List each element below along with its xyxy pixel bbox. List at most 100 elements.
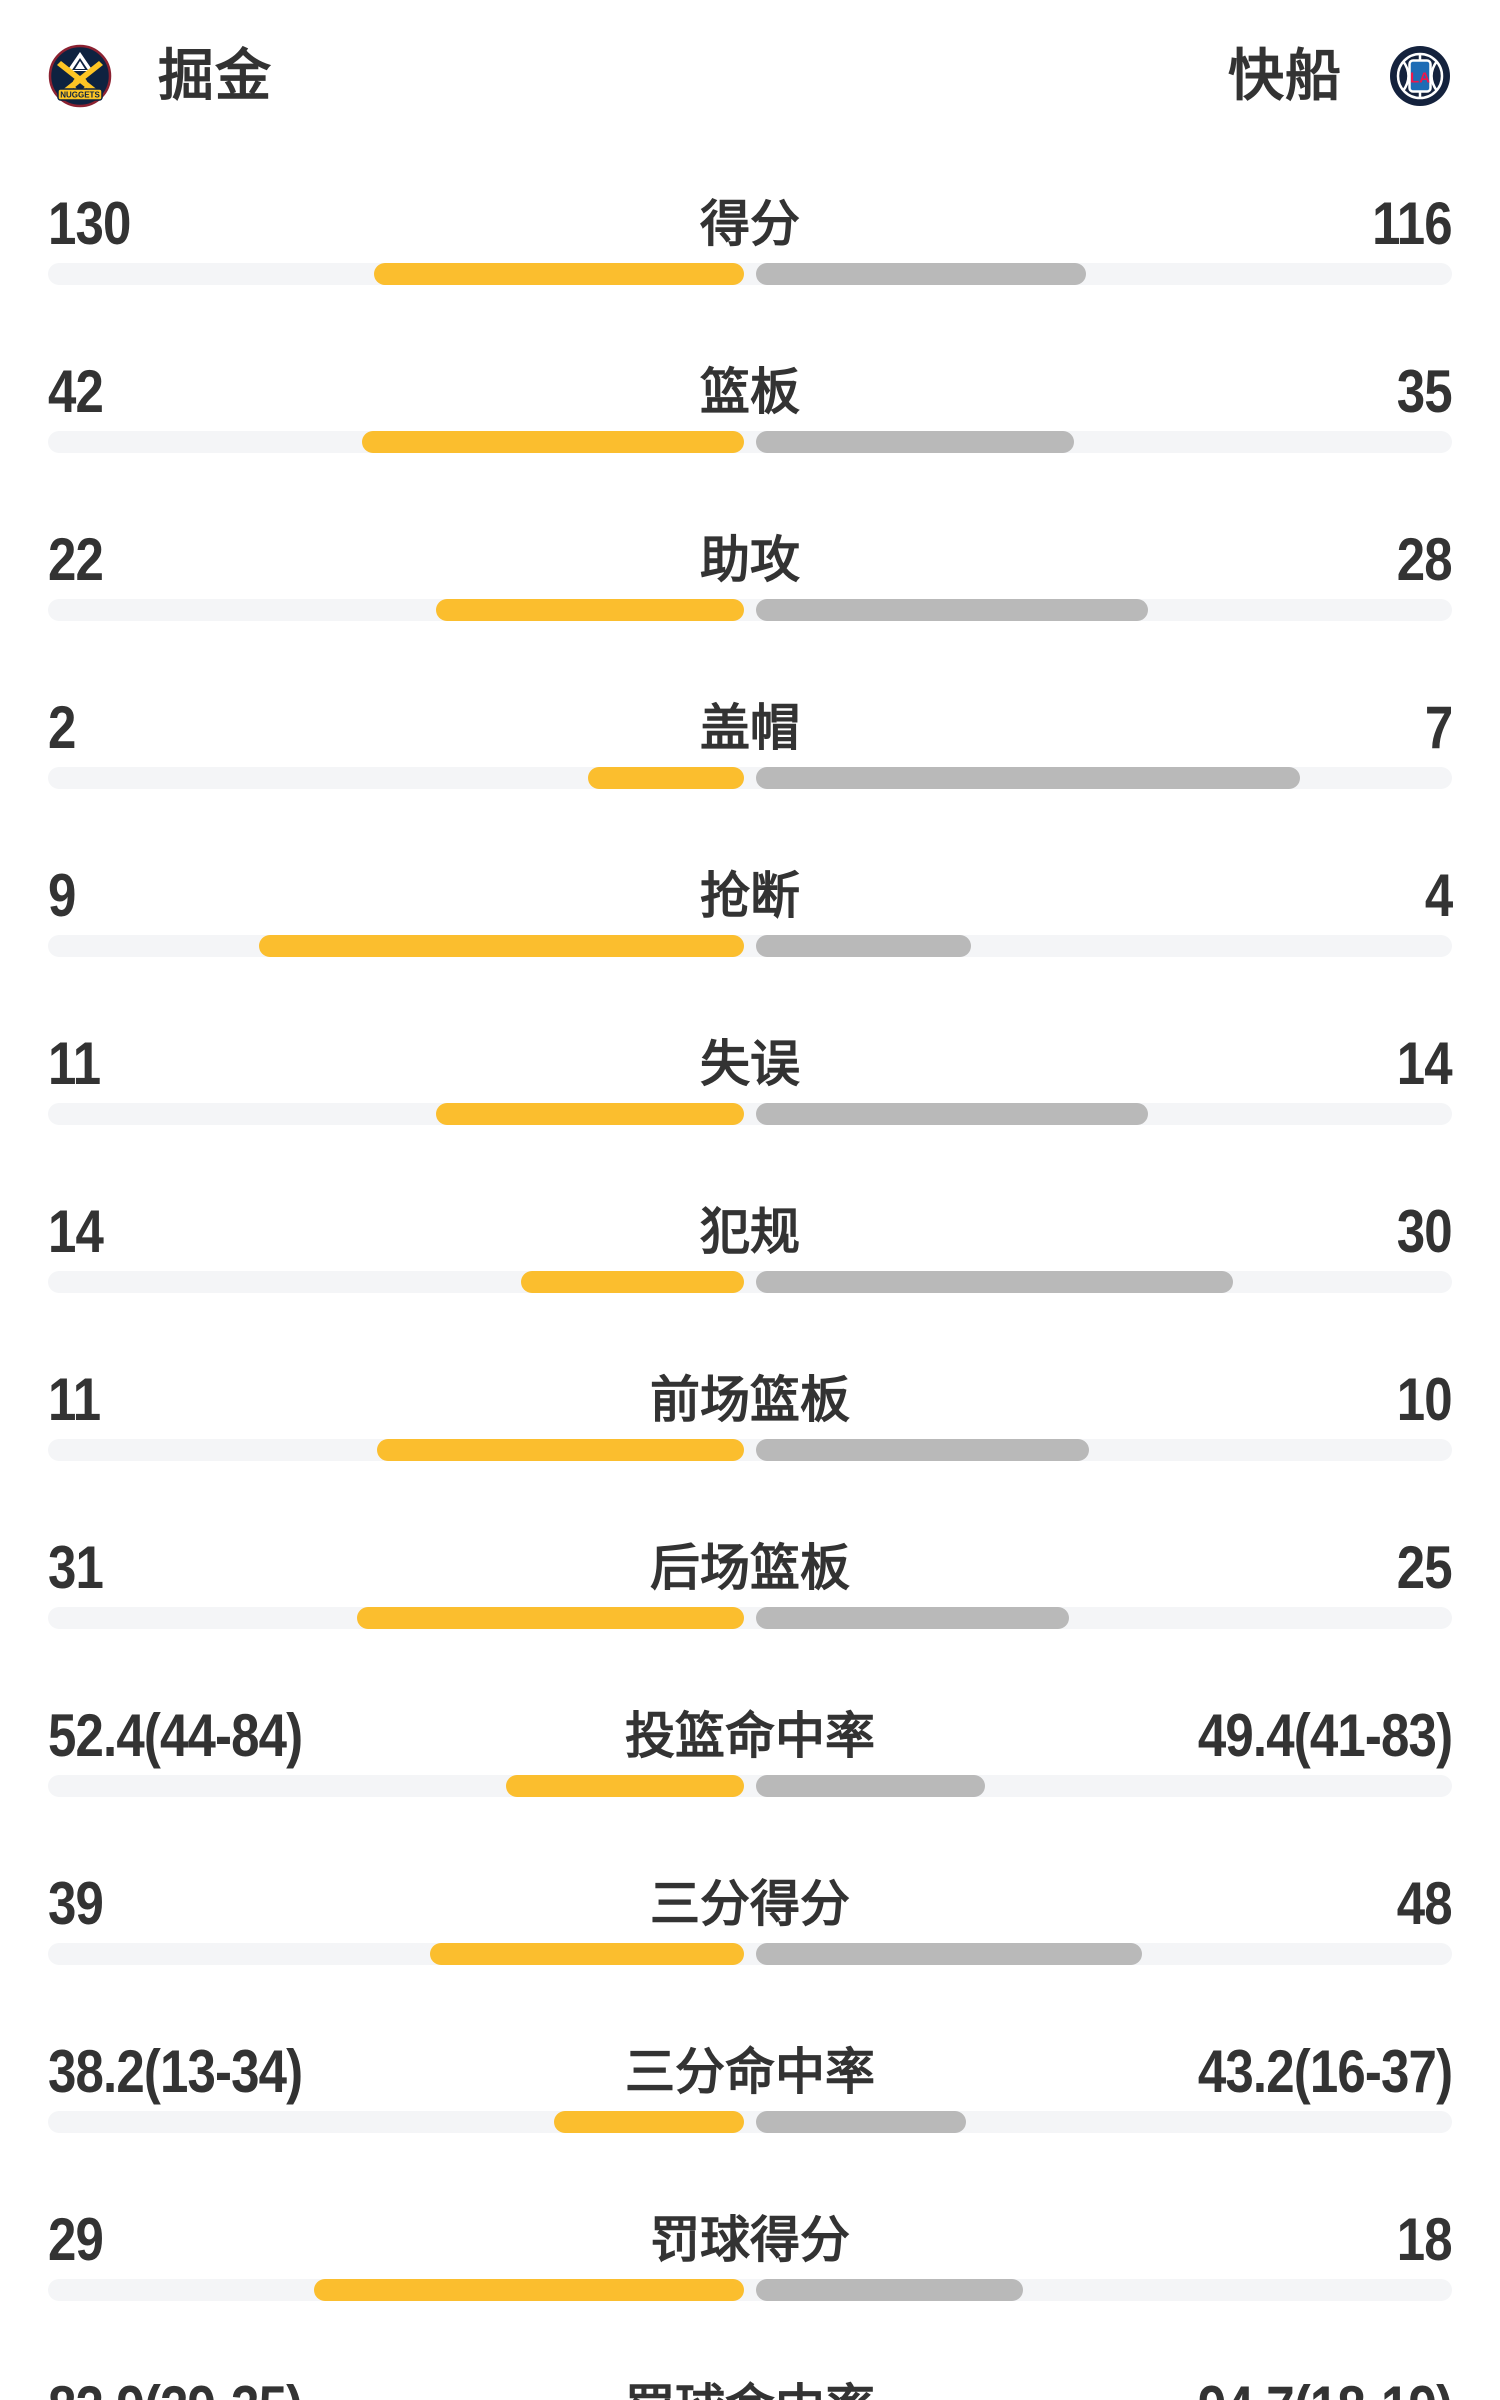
away-value: 7 bbox=[1424, 694, 1452, 761]
away-bar bbox=[756, 263, 1086, 285]
stat-bar-track bbox=[48, 1607, 1452, 1629]
stat-label: 得分 bbox=[700, 196, 800, 252]
home-bar bbox=[430, 1943, 744, 1965]
stat-label: 助攻 bbox=[700, 532, 800, 588]
home-value: 29 bbox=[48, 2206, 104, 2273]
away-bar bbox=[756, 935, 971, 957]
home-value: 14 bbox=[48, 1198, 104, 1265]
stat-line: 52.4(44-84) 投篮命中率 49.4(41-83) bbox=[48, 1702, 1453, 1770]
home-value: 2 bbox=[48, 694, 76, 761]
home-value: 82.9(29-35) bbox=[48, 2374, 303, 2400]
away-value: 35 bbox=[1396, 358, 1453, 425]
stat-label: 篮板 bbox=[700, 364, 800, 420]
away-bar bbox=[756, 599, 1148, 621]
home-bar bbox=[357, 1607, 744, 1629]
stat-line: 38.2(13-34) 三分命中率 43.2(16-37) bbox=[48, 2038, 1453, 2106]
away-value: 116 bbox=[1372, 190, 1453, 257]
team-home-name: 掘金 bbox=[158, 44, 272, 107]
stat-line: 130 得分 116 bbox=[48, 190, 1453, 258]
home-bar bbox=[521, 1271, 744, 1293]
away-value: 25 bbox=[1396, 1534, 1453, 1601]
stat-label: 盖帽 bbox=[700, 700, 800, 756]
stat-bar-track bbox=[48, 2279, 1452, 2301]
stat-row: 52.4(44-84) 投篮命中率 49.4(41-83) bbox=[48, 1702, 1453, 1862]
stat-row: 9 抢断 4 bbox=[48, 862, 1453, 1022]
stat-label: 犯规 bbox=[700, 1204, 800, 1260]
stat-row: 42 篮板 35 bbox=[48, 358, 1453, 518]
home-value: 130 bbox=[48, 190, 131, 257]
stat-label: 前场篮板 bbox=[650, 1372, 850, 1428]
stat-bar-track bbox=[48, 431, 1452, 453]
stat-bar-track bbox=[48, 2111, 1452, 2133]
home-value: 22 bbox=[48, 526, 104, 593]
stat-label: 失误 bbox=[700, 1036, 800, 1092]
team-away: 快船 LA bbox=[1228, 44, 1452, 108]
stat-label: 三分得分 bbox=[650, 1876, 850, 1932]
stat-line: 11 前场篮板 10 bbox=[48, 1366, 1453, 1434]
away-value: 4 bbox=[1424, 862, 1452, 929]
stat-bar-track bbox=[48, 599, 1452, 621]
home-value: 38.2(13-34) bbox=[48, 2038, 303, 2105]
home-value: 42 bbox=[48, 358, 104, 425]
home-value: 52.4(44-84) bbox=[48, 1702, 303, 1769]
stat-bar-track bbox=[48, 1775, 1452, 1797]
away-value: 94.7(18-19) bbox=[1198, 2374, 1453, 2400]
stat-line: 82.9(29-35) 罚球命中率 94.7(18-19) bbox=[48, 2374, 1453, 2400]
nuggets-wordmark: NUGGETS bbox=[60, 91, 100, 100]
stat-line: 31 后场篮板 25 bbox=[48, 1534, 1453, 1602]
home-value: 39 bbox=[48, 1870, 104, 1937]
stat-label: 罚球得分 bbox=[650, 2212, 850, 2268]
stat-label: 三分命中率 bbox=[625, 2044, 875, 2100]
away-bar bbox=[756, 2111, 966, 2133]
away-bar bbox=[756, 1103, 1148, 1125]
stat-bar-track bbox=[48, 1439, 1452, 1461]
home-value: 31 bbox=[48, 1534, 104, 1601]
stat-line: 42 篮板 35 bbox=[48, 358, 1453, 426]
home-bar bbox=[259, 935, 744, 957]
away-bar bbox=[756, 2279, 1023, 2301]
stat-row: 82.9(29-35) 罚球命中率 94.7(18-19) bbox=[48, 2374, 1453, 2400]
nuggets-logo-icon: NUGGETS bbox=[48, 44, 112, 108]
home-bar bbox=[377, 1439, 744, 1461]
stat-line: 14 犯规 30 bbox=[48, 1198, 1453, 1266]
home-value: 11 bbox=[48, 1030, 101, 1097]
stat-row: 11 前场篮板 10 bbox=[48, 1366, 1453, 1526]
team-away-name: 快船 bbox=[1228, 44, 1342, 107]
away-bar bbox=[756, 1943, 1142, 1965]
stat-label: 罚球命中率 bbox=[48, 2374, 1452, 2400]
home-bar bbox=[588, 767, 744, 789]
stat-bar-track bbox=[48, 1943, 1452, 1965]
home-bar bbox=[362, 431, 744, 453]
away-bar bbox=[756, 1607, 1069, 1629]
away-value: 49.4(41-83) bbox=[1197, 1702, 1453, 1769]
stat-label: 抢断 bbox=[700, 868, 800, 924]
home-bar bbox=[554, 2111, 744, 2133]
away-value: 14 bbox=[1396, 1030, 1453, 1097]
stat-bar-track bbox=[48, 767, 1452, 789]
home-bar bbox=[436, 1103, 744, 1125]
stat-row: 38.2(13-34) 三分命中率 43.2(16-37) bbox=[48, 2038, 1453, 2198]
home-bar bbox=[374, 263, 744, 285]
stat-row: 2 盖帽 7 bbox=[48, 694, 1453, 854]
stat-line: 2 盖帽 7 bbox=[48, 694, 1453, 762]
stat-bar-track bbox=[48, 1271, 1452, 1293]
team-home: NUGGETS 掘金 bbox=[48, 44, 272, 108]
home-bar bbox=[506, 1775, 744, 1797]
stat-line: 11 失误 14 bbox=[48, 1030, 1453, 1098]
clippers-monogram: LA bbox=[1410, 70, 1430, 87]
away-value: 28 bbox=[1396, 526, 1453, 593]
stat-bar-track bbox=[48, 263, 1452, 285]
stat-line: 9 抢断 4 bbox=[48, 862, 1453, 930]
away-bar bbox=[756, 1271, 1233, 1293]
stat-row: 29 罚球得分 18 bbox=[48, 2206, 1453, 2366]
away-value: 18 bbox=[1396, 2206, 1453, 2273]
match-header: NUGGETS 掘金 快船 LA bbox=[48, 44, 1452, 108]
stats-list: 130 得分 116 42 篮板 35 22 助攻 bbox=[48, 190, 1453, 2400]
away-bar bbox=[756, 767, 1300, 789]
stat-row: 14 犯规 30 bbox=[48, 1198, 1453, 1358]
stat-row: 31 后场篮板 25 bbox=[48, 1534, 1453, 1694]
stat-label: 后场篮板 bbox=[650, 1540, 850, 1596]
stat-line: 39 三分得分 48 bbox=[48, 1870, 1453, 1938]
stat-row: 22 助攻 28 bbox=[48, 526, 1453, 686]
stat-bar-track bbox=[48, 935, 1452, 957]
